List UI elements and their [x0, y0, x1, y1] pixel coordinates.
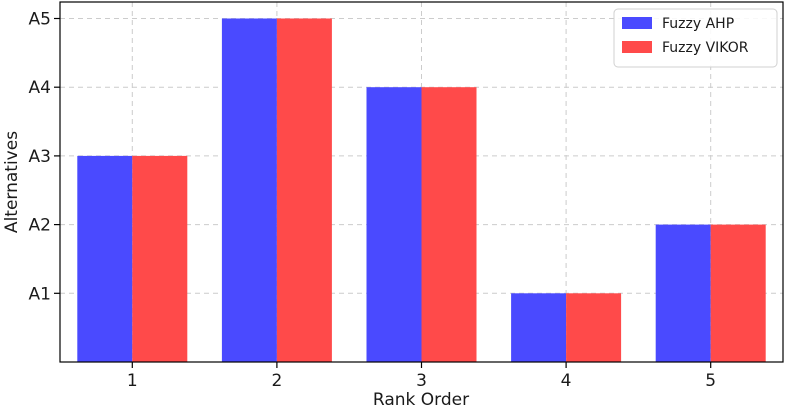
bar-fuzzy-vikor-rank-1 [132, 155, 188, 362]
x-tick-label: 1 [127, 371, 138, 391]
x-tick-label: 3 [416, 371, 427, 391]
y-tick-label: A5 [29, 10, 51, 30]
legend-box [613, 8, 778, 68]
x-tick-label: 2 [271, 371, 282, 391]
y-tick-label: A4 [29, 78, 51, 98]
y-tick-label: A2 [29, 216, 51, 236]
bar-fuzzy-ahp-rank-3 [366, 87, 422, 362]
legend-swatch-fuzzy-vikor [622, 41, 652, 53]
bars [77, 18, 766, 362]
legend-label-fuzzy-ahp: Fuzzy AHP [662, 16, 734, 32]
y-tick-label: A1 [29, 284, 51, 304]
legend-swatch-fuzzy-ahp [622, 17, 652, 29]
x-axis: 1 2 3 4 5 [127, 362, 716, 391]
legend: Fuzzy AHP Fuzzy VIKOR [613, 8, 778, 68]
bar-fuzzy-vikor-rank-2 [276, 18, 332, 362]
bar-fuzzy-ahp-rank-2 [221, 18, 277, 362]
y-axis: A1 A2 A3 A4 A5 [29, 10, 60, 304]
bar-fuzzy-vikor-rank-3 [421, 87, 477, 362]
bar-fuzzy-ahp-rank-4 [511, 293, 567, 362]
x-axis-label: Rank Order [373, 390, 469, 410]
y-tick-label: A3 [29, 147, 51, 167]
bar-fuzzy-vikor-rank-5 [710, 224, 766, 362]
x-tick-label: 4 [561, 371, 572, 391]
bar-fuzzy-vikor-rank-4 [566, 293, 622, 362]
bar-fuzzy-ahp-rank-1 [77, 155, 133, 362]
y-axis-label: Alternatives [2, 131, 22, 233]
legend-label-fuzzy-vikor: Fuzzy VIKOR [662, 40, 749, 56]
bar-fuzzy-ahp-rank-5 [655, 224, 711, 362]
x-tick-label: 5 [705, 371, 716, 391]
